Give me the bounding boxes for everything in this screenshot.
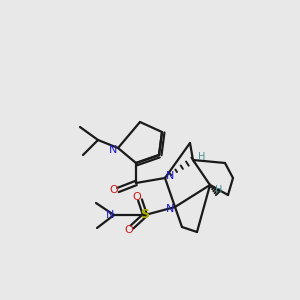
Text: N: N bbox=[109, 145, 117, 155]
Text: N: N bbox=[106, 210, 114, 220]
Text: S: S bbox=[140, 208, 149, 221]
Text: N: N bbox=[166, 171, 174, 181]
Text: O: O bbox=[124, 225, 134, 235]
Text: H: H bbox=[215, 185, 223, 195]
Text: O: O bbox=[133, 192, 141, 202]
Text: O: O bbox=[110, 185, 118, 195]
Text: N: N bbox=[166, 204, 174, 214]
Text: H: H bbox=[198, 152, 206, 162]
